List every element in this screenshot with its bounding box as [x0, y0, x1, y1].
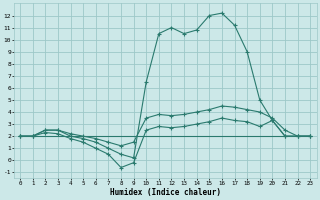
X-axis label: Humidex (Indice chaleur): Humidex (Indice chaleur) — [110, 188, 220, 197]
